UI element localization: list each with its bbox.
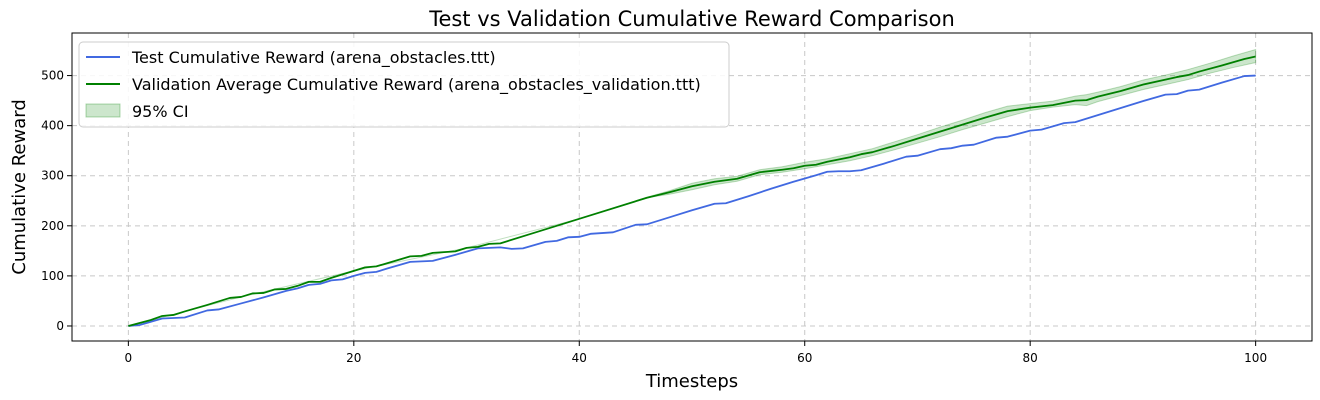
chart-title: Test vs Validation Cumulative Reward Com… <box>428 7 955 31</box>
y-tick-label: 200 <box>41 219 64 233</box>
y-tick-label: 0 <box>56 319 64 333</box>
legend-label-validation: Validation Average Cumulative Reward (ar… <box>132 75 701 95</box>
legend: Test Cumulative Reward (arena_obstacles.… <box>78 41 730 128</box>
confidence-band <box>128 48 1257 327</box>
legend-label-ci: 95% CI <box>132 102 189 121</box>
y-tick-label: 500 <box>41 69 64 83</box>
x-tick-label: 0 <box>125 351 133 365</box>
y-tick-label: 400 <box>41 119 64 133</box>
x-tick-label: 80 <box>1023 351 1038 365</box>
x-tick-label: 60 <box>797 351 812 365</box>
legend-label-test: Test Cumulative Reward (arena_obstacles.… <box>131 48 496 68</box>
x-tick-label: 100 <box>1244 351 1267 365</box>
plot-frame <box>71 32 1313 342</box>
x-tick-label: 20 <box>346 351 361 365</box>
legend-box <box>78 41 730 128</box>
y-axis-title: Cumulative Reward <box>9 99 30 275</box>
y-tick-label: 300 <box>41 169 64 183</box>
series-layer <box>128 55 1256 327</box>
x-tick-label: 40 <box>572 351 587 365</box>
x-axis-title: Timesteps <box>645 371 738 392</box>
validation-reward-line <box>128 55 1256 327</box>
tick-layer: 0 20 40 60 80 100 0 100 200 300 400 500 <box>41 69 1267 365</box>
grid-layer <box>72 33 1312 341</box>
legend-swatch-ci <box>85 103 121 118</box>
y-tick-label: 100 <box>41 269 64 283</box>
confidence-band-layer <box>128 48 1257 327</box>
test-reward-line <box>128 74 1256 327</box>
